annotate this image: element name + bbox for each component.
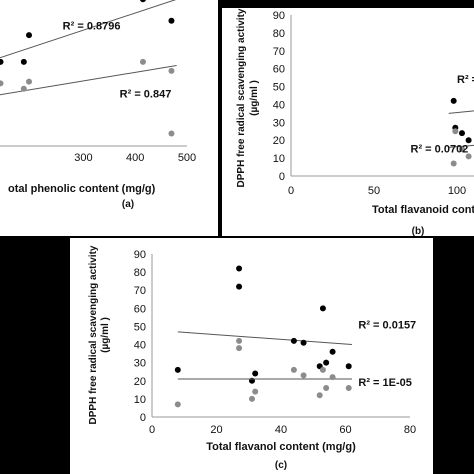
y-tick-label: 40 [134, 340, 146, 352]
y-tick-label: 50 [134, 321, 146, 333]
data-point-series-2 [26, 78, 33, 85]
data-point-series-1 [329, 348, 336, 355]
x-tick-label: 60 [339, 424, 351, 436]
y-tick-label: 70 [134, 285, 146, 297]
panel-label: (b) [412, 226, 425, 236]
y-tick-label: 20 [273, 135, 285, 147]
data-point-series-2 [300, 372, 307, 379]
r-squared-label: R² = 0.847 [120, 89, 172, 101]
x-tick-label: 500 [178, 152, 196, 164]
data-point-series-2 [20, 85, 27, 92]
trendline-series-2 [448, 144, 474, 148]
r-squared-label: R² = 0.8796 [63, 21, 121, 33]
y-tick-label: 0 [279, 171, 285, 183]
data-point-series-1 [236, 283, 243, 290]
x-tick-label: 20 [210, 424, 222, 436]
r-squared-label: R² = 0.0557 [457, 74, 474, 86]
data-point-series-2 [0, 80, 4, 87]
panel-label: (a) [122, 199, 134, 210]
data-point-series-1 [26, 32, 33, 39]
chart-panel-a: 300 400 500 otal phenolic content (mg/g) R² … [0, 0, 218, 236]
x-tick-label: 80 [404, 424, 416, 436]
data-point-series-2 [319, 366, 326, 373]
y-tick-label: 80 [134, 267, 146, 279]
y-tick-label: 90 [134, 249, 146, 261]
data-point-series-2 [174, 401, 181, 408]
trendline-series-1 [448, 110, 474, 114]
data-point-series-2 [248, 395, 255, 402]
data-point-series-2 [465, 153, 472, 160]
data-point-series-2 [458, 146, 465, 153]
y-axis-title: DPPH free radical scavenging activity [88, 245, 99, 424]
y-tick-label: 10 [134, 394, 146, 406]
data-point-series-2 [168, 130, 175, 137]
data-point-series-2 [452, 128, 459, 135]
y-tick-label: 30 [273, 117, 285, 129]
data-point-series-2 [329, 374, 336, 381]
data-point-series-1 [319, 305, 326, 312]
y-axis-title: DPPH free radical scavenging activity [236, 8, 247, 187]
trendline-series-2 [0, 65, 177, 96]
data-point-series-2 [345, 385, 352, 392]
trendline-series-1 [0, 0, 177, 59]
chart-panel-c: 0 10 20 30 40 50 60 70 80 90 0 20 40 60 80 Total flavan… [70, 238, 433, 474]
data-point-series-1 [465, 137, 472, 144]
x-tick-label: 40 [275, 424, 287, 436]
y-tick-label: 20 [134, 376, 146, 388]
y-tick-label: 0 [140, 412, 146, 424]
x-axis-title: Total flavanol content (mg/g) [206, 441, 356, 453]
y-tick-label: 40 [273, 99, 285, 111]
y-tick-label: 10 [273, 153, 285, 165]
y-axis-title: (µg/ml ) [249, 80, 260, 116]
x-axis-title: otal phenolic content (mg/g) [8, 183, 156, 195]
data-point-series-2 [236, 345, 243, 352]
y-tick-label: 30 [134, 358, 146, 370]
data-point-series-2 [139, 58, 146, 65]
data-point-series-1 [168, 17, 175, 24]
r-squared-label: R² = 1E-05 [358, 377, 412, 389]
data-point-series-1 [290, 337, 297, 344]
scatter-chart-b: 0 10 20 30 40 50 60 70 80 90 0 50 100 Total flavanoid… [236, 8, 474, 236]
data-point-series-2 [236, 337, 243, 344]
data-point-series-2 [168, 67, 175, 74]
y-tick-label: 70 [273, 46, 285, 58]
panel-label: (c) [275, 460, 287, 471]
x-tick-label: 300 [74, 152, 92, 164]
x-axis-title: Total flavanoid content [372, 204, 474, 216]
data-point-series-2 [316, 392, 323, 399]
data-point-series-1 [20, 58, 27, 65]
x-tick-label: 100 [448, 185, 466, 197]
data-point-series-1 [174, 366, 181, 373]
trendline-series-1 [177, 331, 352, 346]
scatter-chart-c: 0 10 20 30 40 50 60 70 80 90 0 20 40 60 80 Total flavan… [88, 245, 416, 471]
r-squared-label: R² = 0.0702 [411, 144, 469, 156]
data-point-series-1 [0, 58, 4, 65]
y-tick-label: 50 [273, 82, 285, 94]
data-point-series-1 [252, 370, 259, 377]
chart-panel-b: 0 10 20 30 40 50 60 70 80 90 0 50 100 Total flavanoid… [222, 8, 474, 236]
y-tick-label: 60 [273, 64, 285, 76]
x-tick-label: 400 [126, 152, 144, 164]
data-point-series-1 [323, 359, 330, 366]
scatter-chart-a: 300 400 500 otal phenolic content (mg/g) R² … [0, 0, 196, 210]
data-point-series-1 [300, 339, 307, 346]
data-point-series-2 [450, 160, 457, 167]
data-point-series-1 [458, 130, 465, 137]
y-tick-label: 90 [273, 10, 285, 22]
y-tick-label: 80 [273, 28, 285, 40]
r-squared-label: R² = 0.0157 [358, 319, 416, 331]
data-point-series-1 [345, 363, 352, 370]
x-tick-label: 50 [368, 185, 380, 197]
data-point-series-2 [290, 366, 297, 373]
data-point-series-1 [140, 0, 146, 3]
y-tick-label: 60 [134, 303, 146, 315]
y-axis-title: (µg/ml ) [100, 317, 111, 353]
data-point-series-1 [450, 97, 457, 104]
data-point-series-1 [236, 265, 243, 272]
data-point-series-2 [252, 388, 259, 395]
x-tick-label: 0 [149, 424, 155, 436]
data-point-series-2 [323, 385, 330, 392]
x-tick-label: 0 [288, 185, 294, 197]
